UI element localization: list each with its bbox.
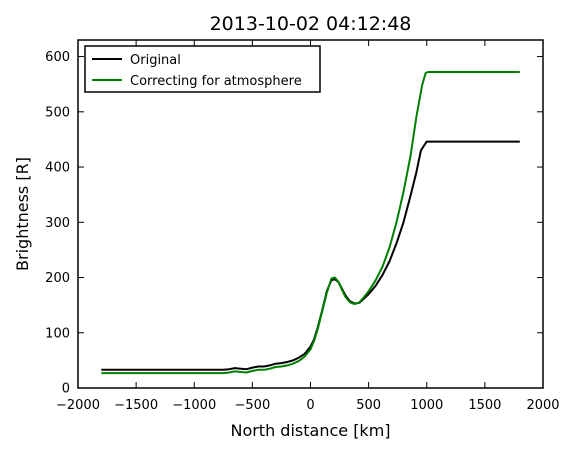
y-tick-label: 200 [45,271,70,286]
x-tick-label: 0 [306,398,314,413]
y-tick-label: 400 [45,161,70,176]
x-tick-label: −1000 [172,398,216,413]
legend-label-original: Original [130,53,181,68]
x-tick-label: −1500 [114,398,158,413]
x-axis-label: North distance [km] [230,421,390,440]
x-tick-label: 1500 [468,398,501,413]
y-tick-label: 300 [45,216,70,231]
series-line-0 [101,140,520,371]
series-line-1 [101,71,520,375]
x-tick-label: −500 [235,398,271,413]
x-tick-label: −2000 [56,398,100,413]
legend-label-atmosphere: Correcting for atmosphere [130,74,302,89]
legend: Original Correcting for atmosphere [84,45,321,93]
y-tick-label: 0 [62,382,70,397]
plot-lines [101,71,520,375]
legend-box [84,45,321,93]
y-tick-label: 500 [45,105,70,120]
y-tick-label: 100 [45,326,70,341]
ticks: −2000 −1500 −1000 −500 0 500 1000 1500 2000 0 100 2… [45,40,560,413]
chart-title: 2013-10-02 04:12:48 [210,13,412,35]
x-tick-label: 2000 [526,398,559,413]
x-tick-label: 500 [356,398,381,413]
x-tick-label: 1000 [410,398,443,413]
y-tick-label: 600 [45,50,70,65]
y-axis-label: Brightness [R] [13,157,32,271]
